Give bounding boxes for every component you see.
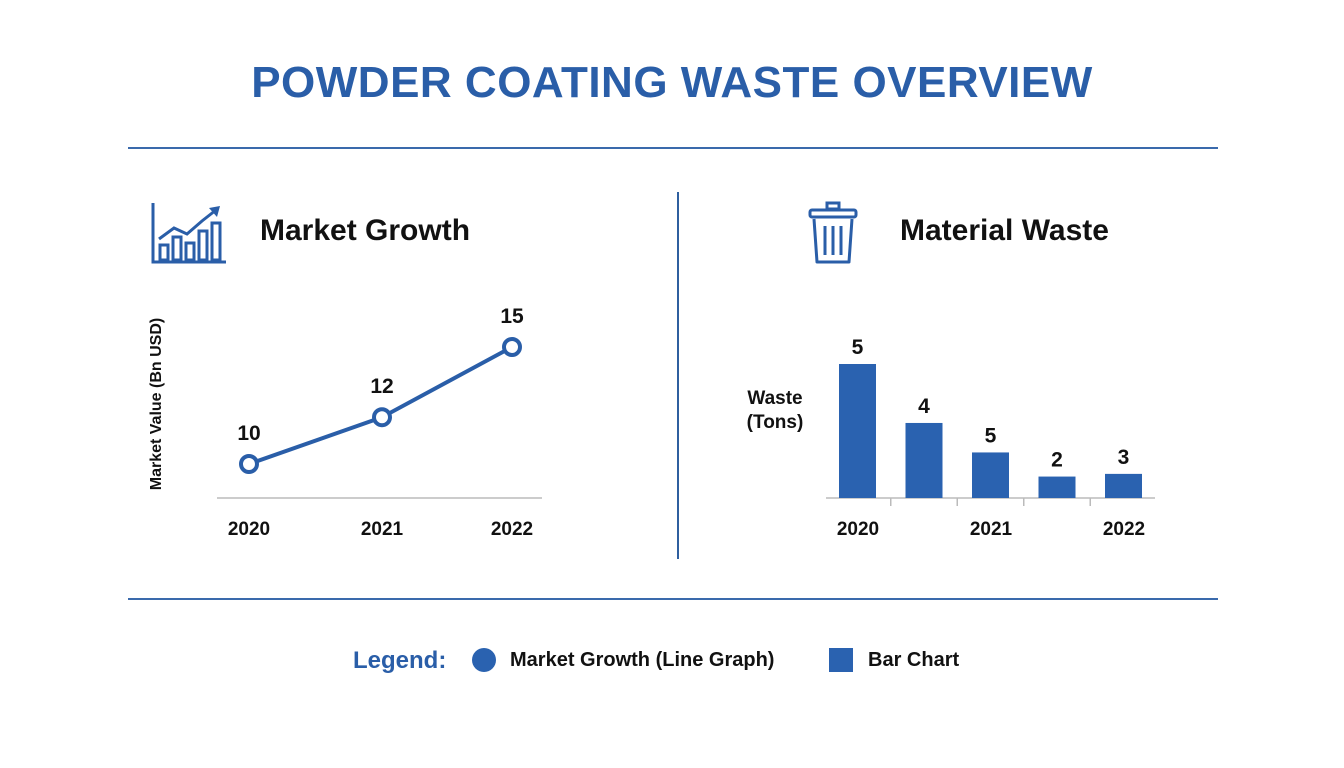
market-growth-title: Market Growth: [260, 214, 471, 247]
bar: [1105, 473, 1142, 498]
legend-marker-square: [829, 648, 853, 672]
legend-label: Legend:: [353, 647, 447, 674]
x-tick-label: 2021: [361, 519, 404, 540]
data-label: 4: [918, 395, 930, 418]
bar: [1038, 476, 1076, 498]
x-tick-label: 2020: [837, 519, 879, 540]
data-point: [372, 407, 392, 428]
trash-can-icon: [808, 201, 858, 264]
data-label: 5: [852, 336, 864, 359]
material-waste-title: Material Waste: [900, 214, 1109, 247]
data-label: 12: [370, 375, 393, 398]
legend-item-bar: Bar Chart: [868, 649, 960, 671]
y-axis-label: Market Value (Bn USD): [148, 318, 165, 490]
x-tick-label: 2021: [970, 519, 1013, 540]
bottom-divider: [128, 598, 1218, 600]
data-label: 5: [985, 424, 997, 447]
growth-chart-icon: [151, 203, 226, 264]
bar: [972, 452, 1009, 498]
legend-item-line: Market Growth (Line Graph): [510, 649, 775, 671]
legend: Legend: Market Growth (Line Graph) Bar C…: [0, 643, 1344, 677]
data-label: 3: [1118, 446, 1130, 469]
top-divider: [128, 147, 1218, 149]
x-tick-label: 2022: [491, 519, 533, 540]
x-tick-label: 2020: [228, 519, 270, 540]
data-point: [502, 337, 522, 357]
data-point: [239, 454, 259, 474]
legend-marker-circle: [472, 648, 496, 672]
page-title: POWDER COATING WASTE OVERVIEW: [251, 58, 1093, 107]
data-label: 15: [500, 305, 524, 328]
data-label: 2: [1051, 449, 1063, 472]
y-axis-label: (Tons): [747, 412, 804, 433]
panel-divider: [677, 192, 679, 559]
y-axis-label: Waste: [747, 388, 802, 409]
bar: [839, 364, 876, 498]
data-label: 10: [237, 422, 260, 445]
x-tick-label: 2022: [1103, 519, 1145, 540]
bar: [905, 422, 943, 498]
